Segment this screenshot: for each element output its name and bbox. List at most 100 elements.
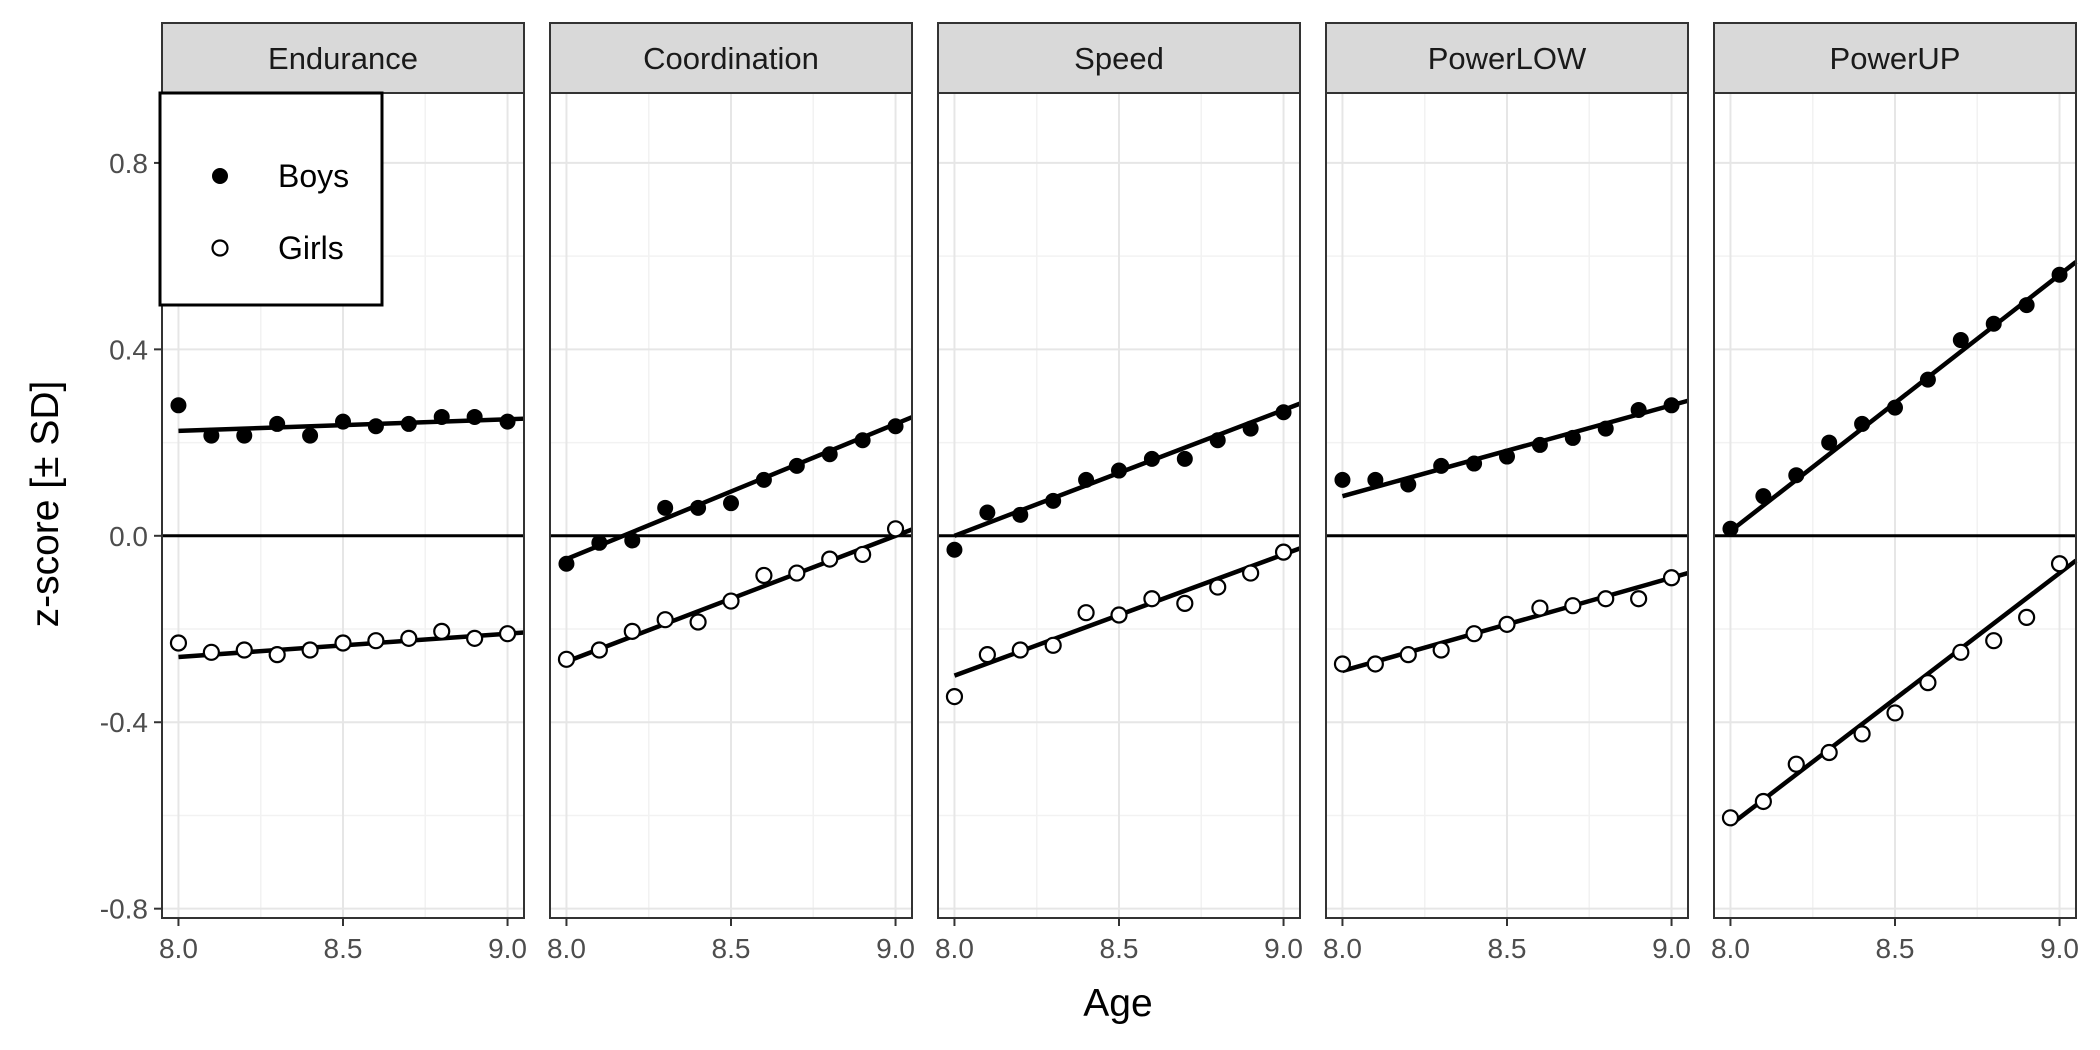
data-point-boys — [1045, 492, 1062, 509]
data-point-girls — [1110, 606, 1128, 624]
data-point-boys — [1821, 434, 1838, 451]
facet-strip-label: PowerLOW — [1428, 41, 1587, 76]
x-tick-label: 8.5 — [1488, 933, 1527, 964]
data-point-girls — [689, 613, 707, 631]
data-point-boys — [1334, 471, 1351, 488]
x-tick-label: 8.0 — [935, 933, 974, 964]
data-point-boys — [624, 532, 641, 549]
data-point-boys — [1564, 429, 1581, 446]
data-point-girls — [2018, 608, 2036, 626]
data-point-boys — [269, 415, 286, 432]
data-point-girls — [1274, 543, 1293, 561]
data-point-girls — [268, 646, 286, 664]
data-point-girls — [1662, 569, 1681, 587]
fit-line-boys — [1729, 260, 2078, 533]
x-tick-label: 9.0 — [2040, 933, 2079, 964]
facet-strip — [549, 22, 913, 94]
x-tick-label: 8.5 — [1876, 933, 1915, 964]
data-point-boys — [1012, 506, 1029, 523]
data-point-girls — [886, 520, 905, 538]
y-tick-label: -0.4 — [100, 707, 148, 738]
data-point-boys — [499, 413, 516, 430]
data-point-boys — [1630, 401, 1647, 418]
data-point-boys — [887, 418, 904, 435]
x-tick-label: 9.0 — [488, 933, 527, 964]
data-point-boys — [690, 499, 707, 516]
x-tick-label: 8.0 — [159, 933, 198, 964]
data-point-boys — [1111, 462, 1127, 479]
data-point-boys — [1209, 432, 1226, 449]
data-point-girls — [1498, 615, 1516, 633]
data-point-girls — [498, 625, 517, 643]
fit-line-boys — [1341, 398, 1689, 499]
data-point-boys — [1499, 448, 1515, 465]
x-tick-label: 8.5 — [712, 933, 751, 964]
data-point-boys — [854, 432, 871, 449]
data-point-boys — [1531, 436, 1548, 453]
data-point-boys — [821, 446, 838, 463]
facet-panel-speed: Speed 8.0 8.5 9.0 — [935, 22, 1303, 964]
data-point-girls — [1465, 625, 1483, 643]
data-point-boys — [788, 457, 805, 474]
data-point-girls — [367, 632, 385, 650]
data-point-boys — [466, 408, 483, 425]
data-point-girls — [433, 622, 451, 640]
fit-line-boys — [953, 401, 1301, 538]
data-point-boys — [1722, 520, 1739, 537]
facet-strip — [161, 22, 525, 94]
data-point-boys — [1788, 467, 1805, 484]
data-point-boys — [1919, 371, 1936, 388]
data-point-girls — [1564, 597, 1582, 615]
data-point-girls — [1176, 594, 1194, 612]
data-point-girls — [1432, 641, 1450, 659]
data-point-boys — [1755, 488, 1772, 505]
legend: Boys Girls — [158, 91, 384, 307]
data-point-boys — [1985, 315, 2002, 332]
data-point-boys — [1367, 471, 1384, 488]
data-point-boys — [946, 541, 963, 558]
fit-line-girls — [953, 546, 1301, 678]
data-point-girls — [557, 650, 576, 668]
data-point-boys — [1597, 420, 1614, 437]
data-point-girls — [1630, 590, 1648, 608]
legend-box — [158, 91, 384, 307]
data-point-boys — [1078, 471, 1095, 488]
data-point-girls — [1366, 655, 1384, 673]
x-tick-label: 8.0 — [547, 933, 586, 964]
data-point-girls — [788, 564, 806, 582]
data-point-boys — [400, 415, 417, 432]
data-point-boys — [1143, 450, 1160, 467]
data-point-girls — [1919, 674, 1937, 692]
data-point-boys — [1242, 420, 1259, 437]
data-point-girls — [656, 611, 674, 629]
data-point-boys — [2051, 266, 2068, 283]
data-point-boys — [236, 427, 253, 444]
data-point-boys — [723, 495, 739, 512]
data-point-girls — [1044, 636, 1062, 654]
data-point-girls — [1853, 725, 1871, 743]
data-point-boys — [2018, 297, 2035, 314]
data-point-girls — [1531, 599, 1549, 617]
data-point-girls — [978, 646, 996, 664]
facet-strip — [1325, 22, 1689, 94]
data-point-girls — [301, 641, 319, 659]
data-point-girls — [1143, 590, 1161, 608]
x-tick-label: 9.0 — [1264, 933, 1303, 964]
x-axis-title: Age — [1083, 982, 1152, 1025]
y-axis: -0.8 -0.4 0.0 0.4 0.8 — [100, 148, 162, 925]
y-tick-label: 0.0 — [109, 521, 148, 552]
data-point-boys — [367, 418, 384, 435]
data-point-girls — [1886, 704, 1904, 722]
facet-strip-label: Endurance — [268, 41, 418, 76]
data-point-girls — [945, 688, 964, 706]
data-point-boys — [1854, 415, 1871, 432]
data-point-boys — [302, 427, 319, 444]
data-point-boys — [558, 555, 575, 572]
data-point-boys — [979, 504, 996, 521]
data-point-girls — [169, 634, 188, 652]
data-point-girls — [854, 545, 872, 564]
fit-line-girls — [565, 527, 913, 664]
data-point-boys — [755, 471, 772, 488]
data-point-girls — [1754, 792, 1772, 811]
